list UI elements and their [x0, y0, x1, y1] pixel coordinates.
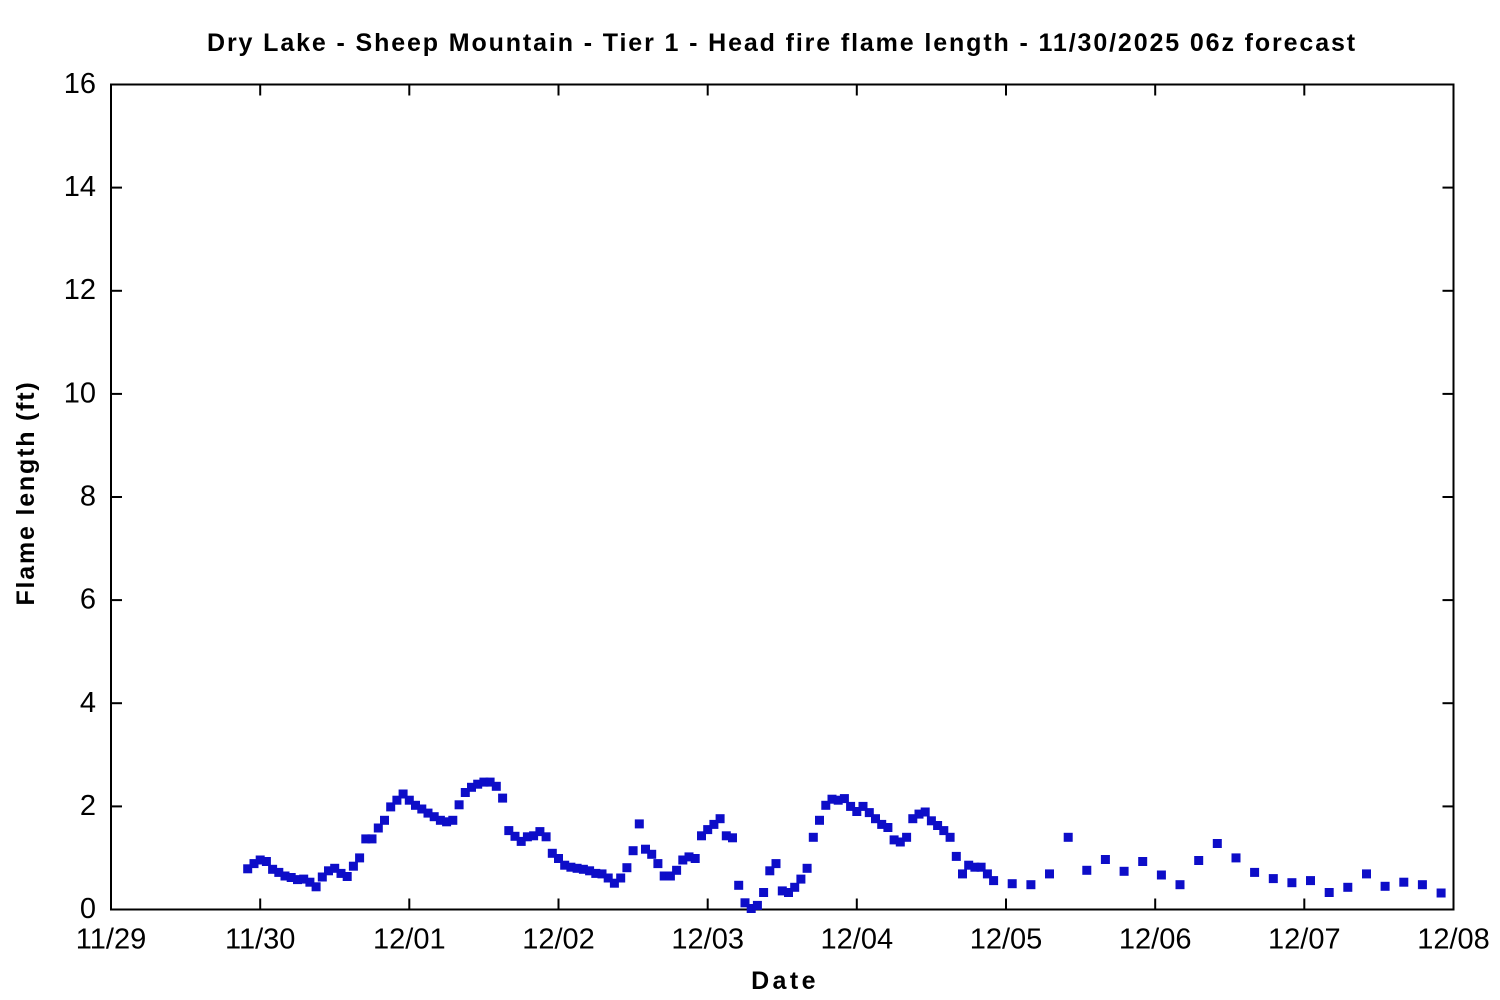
svg-text:4: 4 [80, 687, 96, 719]
svg-text:12/04: 12/04 [821, 924, 894, 956]
svg-text:14: 14 [64, 171, 96, 203]
svg-text:12/06: 12/06 [1119, 924, 1192, 956]
svg-text:11/29: 11/29 [76, 924, 146, 956]
svg-text:6: 6 [80, 584, 96, 616]
svg-text:2: 2 [80, 790, 96, 822]
svg-text:Date: Date [751, 967, 819, 995]
svg-text:16: 16 [64, 68, 96, 100]
svg-text:Dry Lake - Sheep Mountain - Ti: Dry Lake - Sheep Mountain - Tier 1 - Hea… [207, 29, 1357, 57]
svg-text:10: 10 [64, 377, 96, 409]
svg-text:Flame length (ft): Flame length (ft) [12, 380, 40, 605]
svg-text:12/07: 12/07 [1268, 924, 1341, 956]
svg-text:12/05: 12/05 [970, 924, 1043, 956]
svg-text:8: 8 [80, 481, 96, 513]
svg-text:0: 0 [80, 893, 96, 925]
svg-text:12/03: 12/03 [671, 924, 744, 956]
svg-text:12: 12 [64, 274, 96, 306]
svg-text:12/02: 12/02 [522, 924, 595, 956]
svg-text:12/01: 12/01 [373, 924, 446, 956]
svg-text:12/08: 12/08 [1417, 924, 1490, 956]
svg-text:11/30: 11/30 [225, 924, 295, 956]
